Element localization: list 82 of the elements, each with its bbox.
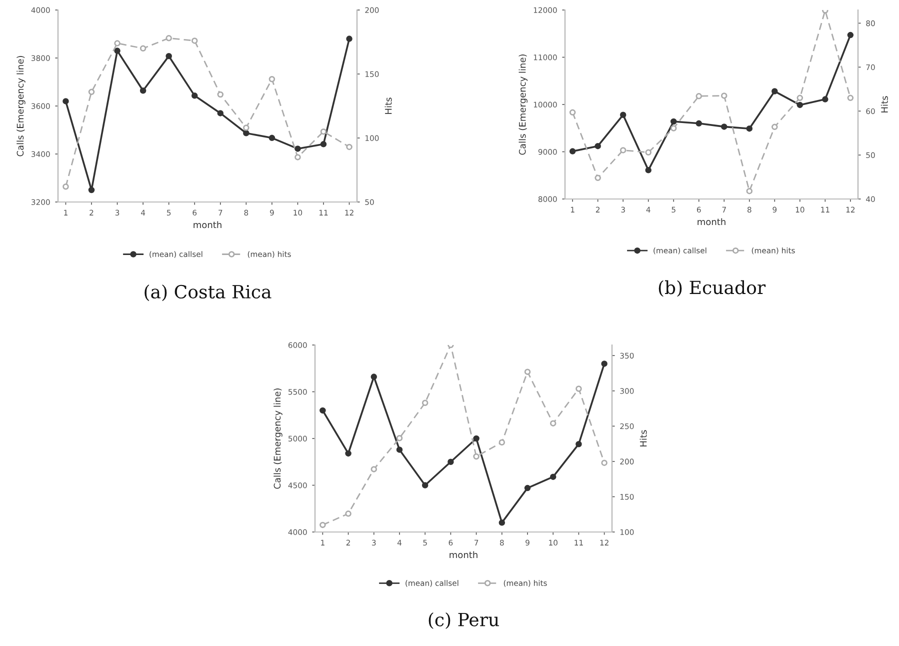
x-axis-title: month [194, 221, 222, 228]
point [601, 360, 608, 367]
point [345, 450, 352, 457]
point [243, 124, 250, 131]
point [498, 439, 506, 446]
point [268, 134, 276, 142]
point [772, 124, 778, 130]
point [320, 128, 327, 135]
point [370, 466, 378, 472]
point [62, 98, 69, 104]
point [166, 35, 172, 42]
point [140, 88, 146, 94]
point [569, 109, 576, 116]
point [594, 142, 601, 150]
point [524, 368, 531, 375]
point [422, 400, 428, 406]
point [396, 435, 403, 442]
point [448, 458, 454, 465]
point [645, 167, 652, 174]
point [320, 141, 327, 148]
y2-axis-title: Hits [640, 430, 647, 446]
y2-axis-title: Hits [384, 98, 392, 114]
y-axis-title: Calls (Emergency line) [274, 388, 282, 489]
point [772, 88, 778, 94]
point [396, 446, 403, 453]
point [346, 144, 352, 150]
point [696, 93, 702, 100]
point [796, 94, 804, 102]
point [217, 91, 224, 98]
point [847, 32, 854, 38]
point [114, 40, 120, 46]
point [422, 482, 428, 488]
point [847, 94, 854, 102]
point [345, 510, 352, 517]
point [550, 474, 556, 480]
point [346, 36, 352, 42]
point [140, 45, 146, 52]
point [268, 76, 276, 82]
point [473, 435, 480, 442]
point [670, 125, 677, 132]
point [320, 522, 326, 528]
point [721, 124, 728, 130]
point [620, 147, 626, 154]
point [569, 148, 576, 154]
point [620, 112, 626, 118]
text: (b) Ecuador [658, 280, 766, 297]
point [645, 149, 652, 156]
text: (c) Peru [428, 612, 499, 629]
y2-axis-title: Hits [880, 96, 888, 112]
point [320, 407, 326, 414]
point [88, 88, 95, 96]
point [746, 125, 753, 132]
text: (a) Costa Rica [144, 284, 272, 302]
point [191, 38, 198, 44]
point [88, 186, 95, 194]
point [550, 420, 556, 426]
point [746, 188, 753, 194]
point [721, 92, 728, 99]
point [796, 102, 804, 108]
point [594, 174, 601, 182]
point [498, 520, 506, 526]
point [822, 96, 828, 102]
point [601, 460, 608, 466]
point [114, 48, 120, 54]
point [217, 110, 224, 116]
point [166, 52, 172, 60]
point [294, 146, 301, 152]
y-axis-title: Calls (Emergency line) [518, 54, 528, 155]
point [294, 154, 301, 160]
point [670, 118, 677, 125]
point [243, 130, 250, 136]
x-axis-title: month [698, 218, 726, 226]
point [191, 92, 198, 99]
point [62, 184, 69, 190]
point [576, 440, 582, 448]
y-axis-title: Calls (Emergency line) [16, 56, 26, 156]
point [370, 374, 378, 380]
x-axis-title: month [450, 551, 478, 558]
point [696, 120, 702, 127]
point [524, 484, 531, 492]
point [576, 386, 582, 392]
point [473, 453, 480, 460]
